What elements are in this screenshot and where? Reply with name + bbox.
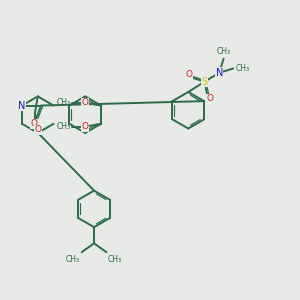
Text: S: S bbox=[201, 77, 208, 87]
Text: CH₃: CH₃ bbox=[57, 122, 71, 131]
Text: O: O bbox=[30, 119, 37, 128]
Text: CH₃: CH₃ bbox=[108, 254, 122, 263]
Text: O: O bbox=[81, 122, 88, 131]
Text: O: O bbox=[207, 94, 214, 103]
Text: O: O bbox=[81, 98, 88, 107]
Text: CH₃: CH₃ bbox=[217, 47, 231, 56]
Text: O: O bbox=[35, 125, 42, 134]
Text: CH₃: CH₃ bbox=[236, 64, 250, 73]
Text: CH₃: CH₃ bbox=[66, 254, 80, 263]
Text: N: N bbox=[18, 100, 26, 110]
Text: N: N bbox=[215, 68, 223, 78]
Text: O: O bbox=[185, 70, 192, 80]
Text: CH₃: CH₃ bbox=[57, 98, 71, 107]
